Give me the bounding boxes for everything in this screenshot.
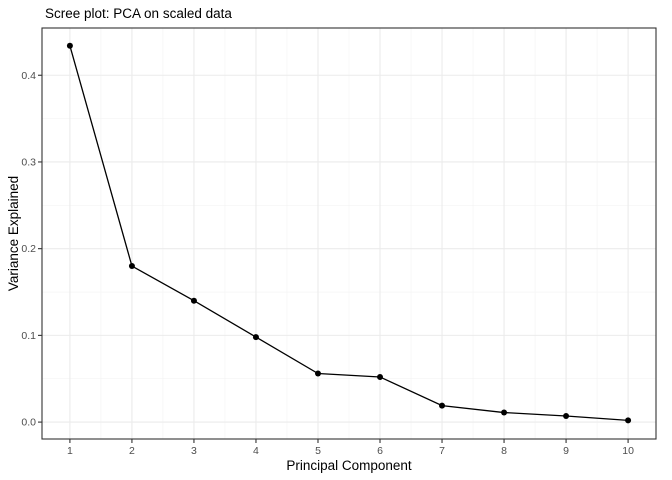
x-axis-title: Principal Component xyxy=(286,458,412,473)
y-tick-label: 0.2 xyxy=(21,243,36,255)
y-axis-title: Variance Explained xyxy=(6,176,21,291)
data-point xyxy=(439,402,446,409)
x-tick-label: 1 xyxy=(67,445,73,457)
x-tick-label: 5 xyxy=(315,445,321,457)
data-point xyxy=(563,413,570,420)
data-point xyxy=(501,409,508,416)
series-layer xyxy=(66,42,632,424)
x-tick-label: 6 xyxy=(377,445,383,457)
y-axis: 0.0 0.1 0.2 0.3 0.4 xyxy=(21,70,42,429)
y-tick-label: 0.3 xyxy=(21,156,36,168)
chart-title: Scree plot: PCA on scaled data xyxy=(45,6,232,21)
data-point xyxy=(190,297,197,304)
data-point xyxy=(252,334,259,341)
x-tick-label: 10 xyxy=(622,445,634,457)
y-tick-label: 0.1 xyxy=(21,330,36,342)
x-tick-label: 9 xyxy=(563,445,569,457)
data-point xyxy=(625,417,632,424)
x-tick-label: 3 xyxy=(191,445,197,457)
y-tick-label: 0.4 xyxy=(21,70,36,82)
x-axis: 1 2 3 4 5 6 7 8 9 10 xyxy=(67,439,634,457)
y-tick-label: 0.0 xyxy=(21,417,36,429)
series-line xyxy=(69,45,629,422)
data-point xyxy=(377,374,384,381)
major-gridlines xyxy=(42,28,656,439)
x-tick-label: 8 xyxy=(501,445,507,457)
data-point xyxy=(66,42,73,49)
data-point xyxy=(128,263,135,270)
x-tick-label: 4 xyxy=(253,445,259,457)
data-point xyxy=(314,370,321,377)
x-tick-label: 2 xyxy=(129,445,135,457)
minor-gridlines xyxy=(42,28,656,439)
x-tick-label: 7 xyxy=(439,445,445,457)
panel-border xyxy=(41,27,657,440)
